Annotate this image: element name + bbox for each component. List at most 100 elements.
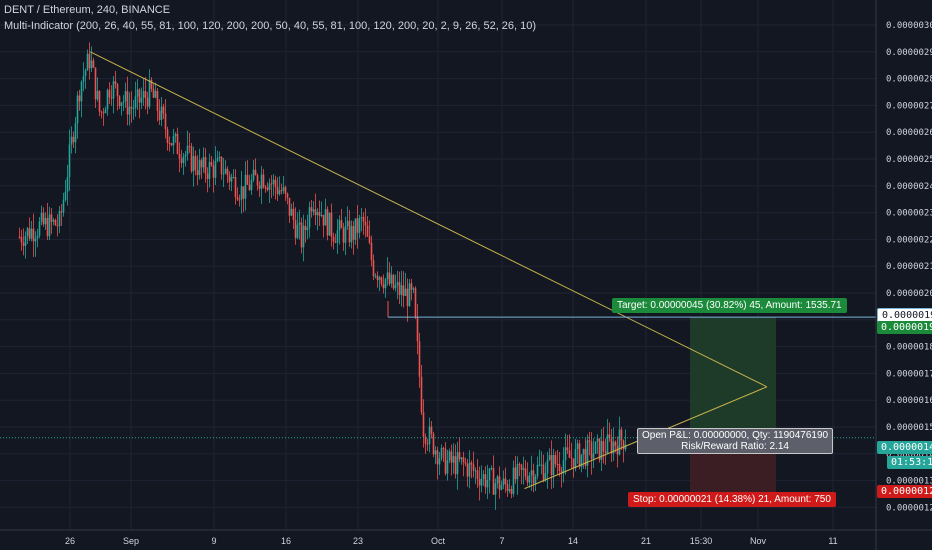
candle-body <box>584 448 587 466</box>
candle-body <box>60 211 63 213</box>
candle-body <box>406 288 409 307</box>
candle-body <box>152 88 155 98</box>
target-label[interactable]: Target: 0.00000045 (30.82%) 45, Amount: … <box>612 298 847 313</box>
candle-body <box>146 97 149 107</box>
candle-body <box>48 214 51 237</box>
candle-body <box>516 464 519 480</box>
price-tick-label: 0.00000160 <box>886 396 932 406</box>
candle-body <box>204 157 207 174</box>
candle-body <box>344 226 347 243</box>
candle-body <box>576 443 579 450</box>
candle-body <box>42 212 45 225</box>
candle-body <box>434 450 437 455</box>
candle-body <box>598 438 601 460</box>
price-tick-label: 0.00000300 <box>886 21 932 31</box>
candle-body <box>378 277 381 280</box>
candle-body <box>132 108 135 110</box>
candle-body <box>536 464 539 477</box>
candle-body <box>500 485 503 490</box>
candle-body <box>306 227 309 230</box>
price-tick-label: 0.00000200 <box>886 289 932 299</box>
candle-body <box>410 283 413 290</box>
candle-body <box>496 476 499 484</box>
candle-body <box>442 448 445 450</box>
candle-body <box>570 457 573 459</box>
candle-body <box>102 112 105 114</box>
candle-body <box>84 70 87 77</box>
candle-body <box>218 156 221 158</box>
candle-body <box>502 478 505 486</box>
candle-body <box>26 228 29 236</box>
candle-body <box>202 157 205 168</box>
position-zones <box>690 317 776 494</box>
candle-body <box>276 186 279 195</box>
candle-body <box>586 440 589 466</box>
candle-body <box>430 426 433 434</box>
candle-body <box>588 440 591 442</box>
candle-body <box>282 187 285 191</box>
candle-body <box>414 288 417 318</box>
candle-body <box>334 241 337 243</box>
candle-body <box>532 470 535 484</box>
candle-body <box>514 467 517 480</box>
candle-body <box>254 169 257 176</box>
candle-body <box>170 143 173 146</box>
indicator-legend[interactable]: Multi-Indicator (200, 26, 40, 55, 81, 10… <box>4 20 537 32</box>
candle-body <box>264 187 267 189</box>
candle-body <box>272 179 275 184</box>
candle-body <box>358 218 361 233</box>
time-axis: 26 Sep 9 16 23 Oct 7 14 21 15:30 Nov 11 <box>0 529 932 546</box>
candle-body <box>542 464 545 481</box>
candle-body <box>198 160 201 176</box>
candle-body <box>342 228 345 243</box>
stop-label[interactable]: Stop: 0.00000021 (14.38%) 21, Amount: 75… <box>628 492 836 507</box>
time-tick-label: Oct <box>431 536 446 546</box>
candle-body <box>478 479 481 486</box>
candle-body <box>194 156 197 171</box>
candle-body <box>164 113 167 130</box>
candle-body <box>162 106 165 114</box>
candle-body <box>438 458 441 465</box>
candle-body <box>62 199 65 213</box>
candle-body <box>488 468 491 481</box>
time-tick-label: Nov <box>750 536 767 546</box>
candle-body <box>92 60 95 68</box>
candle-body <box>472 464 475 471</box>
candle-body <box>362 217 365 222</box>
candle-body <box>54 220 57 226</box>
candle-body <box>244 174 247 199</box>
candle-body <box>604 451 607 453</box>
candle-body <box>454 456 457 475</box>
candle-body <box>154 90 157 98</box>
candle-body <box>256 175 259 186</box>
candle-body <box>572 458 575 469</box>
stop-price-tag: 0.00000125 <box>877 485 932 498</box>
candle-body <box>332 236 335 242</box>
candle-body <box>304 225 307 230</box>
candle-body <box>366 225 369 237</box>
candle-body <box>422 412 425 437</box>
candle-body <box>372 260 375 277</box>
candle-body <box>294 219 297 238</box>
candle-body <box>184 154 187 157</box>
candle-body <box>452 456 455 463</box>
candle-body <box>298 222 301 225</box>
candle-body <box>330 212 333 237</box>
candle-body <box>444 448 447 474</box>
candle-body <box>376 275 379 280</box>
candle-body <box>620 429 623 441</box>
candle-body <box>460 457 463 460</box>
candle-body <box>186 145 189 155</box>
candle-body <box>392 274 395 289</box>
candle-body <box>210 162 213 166</box>
candle-body <box>98 90 101 112</box>
candle-body <box>338 220 341 231</box>
candle-body <box>116 84 119 97</box>
price-axis: 0.00000300 0.00000290 0.00000280 0.00000270… <box>875 0 932 550</box>
pnl-box[interactable]: Open P&L: 0.00000000, Qty: 1190476190 Ri… <box>637 428 834 454</box>
candle-body <box>352 225 355 240</box>
time-tick-label: 11 <box>828 536 837 546</box>
candle-body <box>196 170 199 176</box>
target-price-tag-secondary: 0.00000191 <box>877 321 932 334</box>
